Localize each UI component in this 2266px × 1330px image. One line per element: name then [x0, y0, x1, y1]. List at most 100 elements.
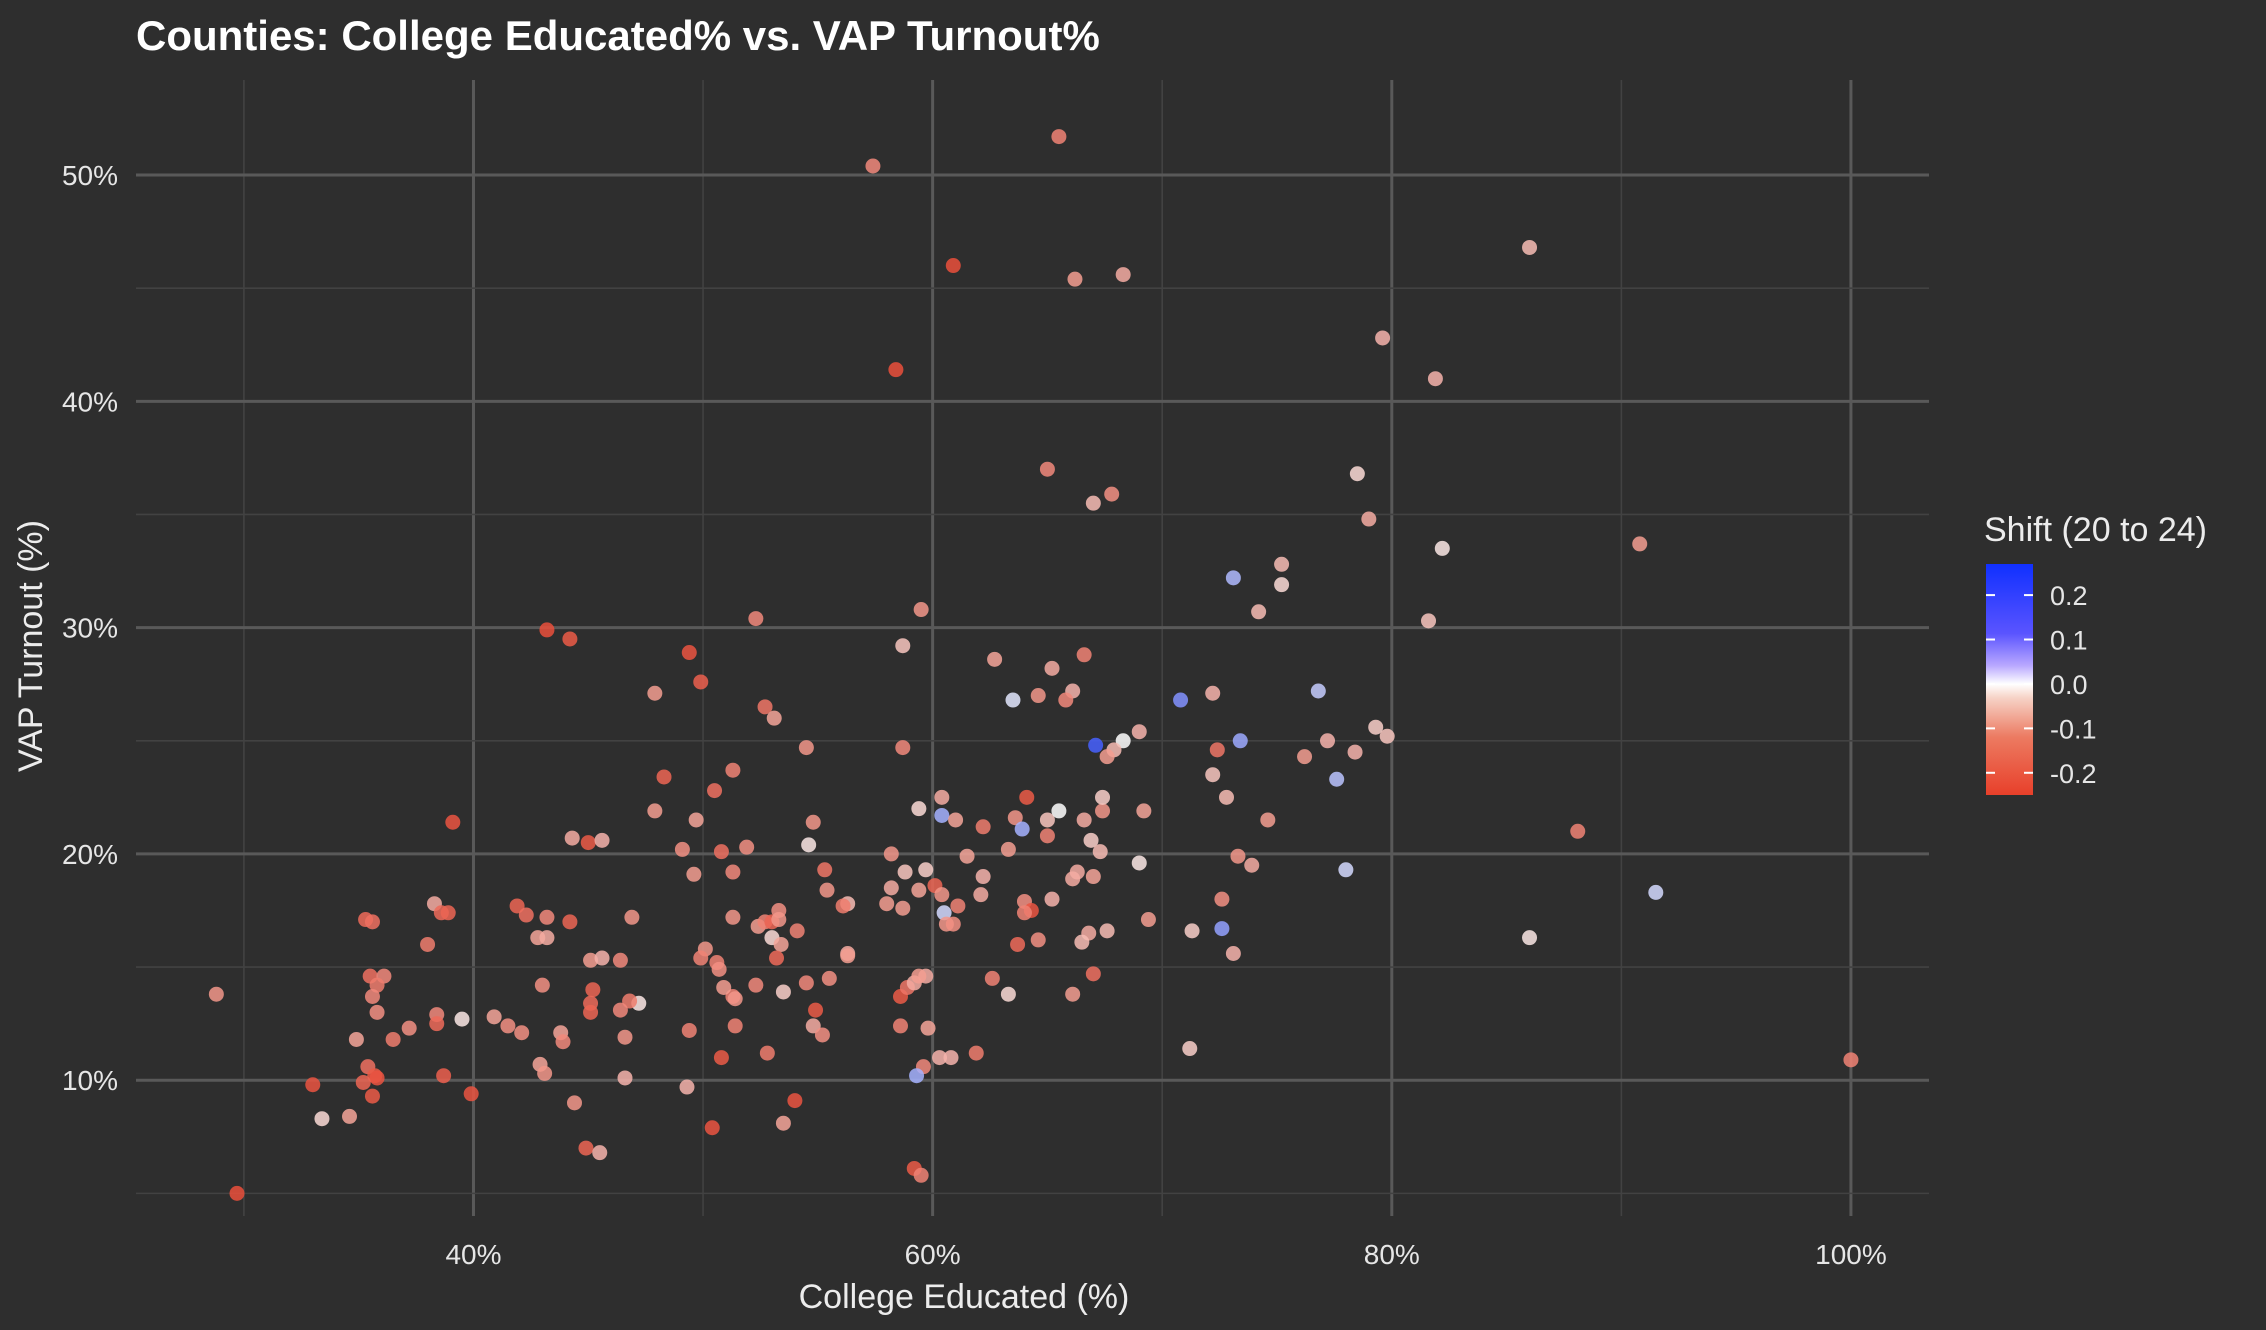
data-point [1039, 828, 1055, 844]
data-point [509, 898, 525, 914]
data-point [647, 803, 663, 819]
data-point [1648, 884, 1664, 900]
data-point [973, 887, 989, 903]
data-point [1368, 719, 1384, 735]
data-point [688, 812, 704, 828]
data-point [1320, 733, 1336, 749]
data-point [562, 914, 578, 930]
data-point [1274, 577, 1290, 593]
data-point [1329, 771, 1345, 787]
data-point [364, 914, 380, 930]
data-point [1115, 733, 1131, 749]
data-point [1379, 728, 1395, 744]
data-point [759, 1045, 775, 1061]
data-point [1173, 692, 1189, 708]
data-point [1632, 536, 1648, 552]
x-tick-label: 100% [1815, 1239, 1887, 1270]
data-point [342, 1108, 358, 1124]
data-point [707, 783, 723, 799]
data-point [674, 841, 690, 857]
data-point [798, 975, 814, 991]
data-point [945, 258, 961, 274]
data-point [1039, 812, 1055, 828]
legend-tick-label: 0.0 [2050, 670, 2088, 700]
data-point [369, 1070, 385, 1086]
data-point [583, 1004, 599, 1020]
data-point [771, 912, 787, 928]
data-point [968, 1045, 984, 1061]
data-point [539, 930, 555, 946]
data-point [716, 979, 732, 995]
data-point [1044, 660, 1060, 676]
data-point [429, 1016, 445, 1032]
data-point [775, 984, 791, 1000]
data-point [975, 869, 991, 885]
data-point [681, 1022, 697, 1038]
data-point [1251, 604, 1267, 620]
x-tick-label: 80% [1364, 1239, 1420, 1270]
data-point [932, 1050, 948, 1066]
data-point [883, 880, 899, 896]
data-point [1030, 688, 1046, 704]
data-point [1131, 855, 1147, 871]
data-point [420, 936, 436, 952]
data-point [314, 1111, 330, 1127]
data-point [617, 1029, 633, 1045]
data-point [583, 952, 599, 968]
y-tick-label: 20% [62, 839, 118, 870]
data-point [1230, 848, 1246, 864]
data-point [364, 988, 380, 1004]
legend-colorbar [1986, 564, 2033, 795]
data-point [819, 882, 835, 898]
data-point [500, 1018, 516, 1034]
data-point [594, 950, 610, 966]
data-point [725, 762, 741, 778]
data-point [539, 909, 555, 925]
data-point [1065, 986, 1081, 1002]
data-point [725, 864, 741, 880]
data-point [1205, 767, 1221, 783]
data-point [1214, 921, 1230, 937]
data-point [534, 977, 550, 993]
data-point [913, 1167, 929, 1183]
y-tick-label: 10% [62, 1065, 118, 1096]
data-point [913, 602, 929, 618]
data-point [1205, 685, 1221, 701]
data-point [909, 1068, 925, 1084]
data-point [440, 905, 456, 921]
data-point [727, 991, 743, 1007]
data-point [1522, 239, 1538, 255]
data-point [1083, 832, 1099, 848]
data-point [1843, 1052, 1859, 1068]
data-point [805, 814, 821, 830]
data-point [704, 1120, 720, 1136]
data-point [385, 1031, 401, 1047]
data-point [808, 1002, 824, 1018]
legend-tick-label: 0.1 [2050, 626, 2088, 656]
data-point [1375, 330, 1391, 346]
data-point [934, 789, 950, 805]
data-point [1099, 923, 1115, 939]
data-point [1297, 749, 1313, 765]
data-point [1085, 495, 1101, 511]
data-point [1099, 749, 1115, 765]
data-point [436, 1068, 452, 1084]
data-point [934, 887, 950, 903]
data-point [1000, 986, 1016, 1002]
data-point [539, 622, 555, 638]
data-point [681, 645, 697, 661]
data-point [1010, 936, 1026, 952]
data-point [647, 685, 663, 701]
data-point [1000, 841, 1016, 857]
data-point [1214, 891, 1230, 907]
data-point [943, 1050, 959, 1066]
data-point [757, 699, 773, 715]
data-point [305, 1077, 321, 1093]
data-point [1225, 570, 1241, 586]
data-point [1522, 930, 1538, 946]
data-point [801, 837, 817, 853]
data-point [1085, 966, 1101, 982]
data-point [769, 950, 785, 966]
data-point [911, 882, 927, 898]
data-point [775, 1115, 791, 1131]
